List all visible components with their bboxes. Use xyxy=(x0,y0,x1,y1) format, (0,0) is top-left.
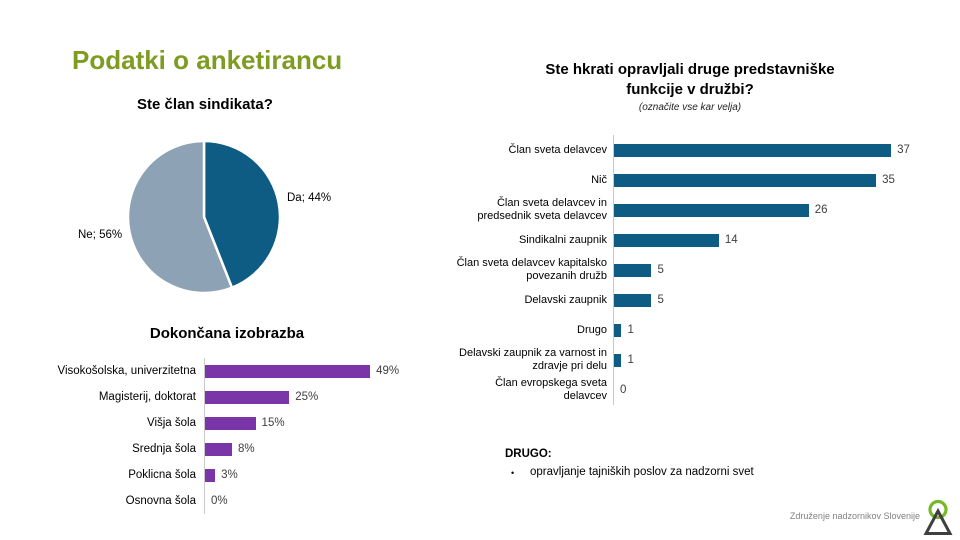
bar-category-label: Magisterij, doktorat xyxy=(98,390,196,403)
bar-value-label: 0 xyxy=(620,384,627,396)
bar-track: 0 xyxy=(613,375,925,405)
bar-category-label: Sindikalni zaupnik xyxy=(518,233,607,246)
bar-row: Član evropskega sveta delavcev 0 xyxy=(455,375,925,405)
bar-category-label: Član sveta delavcev xyxy=(508,143,607,156)
bar-category-label: Delavski zaupnik za varnost in zdravje p… xyxy=(459,347,607,372)
bar-track: 3% xyxy=(204,462,412,488)
pie-chart-title: Ste član sindikata? xyxy=(137,96,273,113)
bar-row: Visokošolska, univerzitetna 49% xyxy=(42,358,412,384)
bar-track: 37 xyxy=(613,135,925,165)
bar xyxy=(205,364,371,378)
bullet-icon: • xyxy=(511,468,515,478)
bar-category-label: Visokošolska, univerzitetna xyxy=(57,364,197,377)
bar xyxy=(205,442,232,456)
bar-category-label: Osnovna šola xyxy=(125,494,196,507)
bar-track: 5 xyxy=(613,285,925,315)
bar-category-label: Srednja šola xyxy=(132,442,196,455)
pie-data-label-ne: Ne; 56% xyxy=(78,229,123,241)
drugo-heading: DRUGO: xyxy=(505,448,552,460)
bar-value-label: 14 xyxy=(724,234,738,246)
page-title: Podatki o anketirancu xyxy=(72,45,343,76)
bar-track: 35 xyxy=(613,165,925,195)
bar xyxy=(205,416,256,430)
drugo-bullet-text: opravljanje tajniških poslov za nadzorni… xyxy=(530,466,754,478)
bar-track: 1 xyxy=(613,345,925,375)
bar-track: 5 xyxy=(613,255,925,285)
bar-category-label: Član sveta delavcev kapitalsko povezanih… xyxy=(456,257,607,282)
bar-row: Delavski zaupnik 5 xyxy=(455,285,925,315)
bar-value-label: 35 xyxy=(882,174,895,186)
bar xyxy=(614,323,622,337)
bar xyxy=(614,173,877,187)
pie-data-label-da: Da; 44% xyxy=(287,192,332,204)
bar-row: Član sveta delavcev 37 xyxy=(455,135,925,165)
bar-category-label: Delavski zaupnik xyxy=(524,293,607,306)
drugo-bullet-item: • opravljanje tajniških poslov za nadzor… xyxy=(511,466,754,481)
bar-value-label: 5 xyxy=(657,294,664,306)
bar-track: 8% xyxy=(204,436,412,462)
education-chart-title: Dokončana izobrazba xyxy=(149,325,305,342)
bar-track: 1 xyxy=(613,315,925,345)
bar xyxy=(614,263,652,277)
functions-chart-title-line1: Ste hkrati opravljali druge predstavnišk… xyxy=(545,61,835,78)
bar xyxy=(614,293,652,307)
zns-logo-icon xyxy=(923,499,953,535)
bar-value-label: 8% xyxy=(237,443,255,455)
bar-row: Osnovna šola 0% xyxy=(42,488,412,514)
bar-track: 0% xyxy=(204,488,412,514)
pie-slice-da xyxy=(202,139,282,289)
education-bar-chart: Visokošolska, univerzitetna 49% Magisterij… xyxy=(42,358,412,514)
functions-chart-title-line2: funkcije v družbi? xyxy=(626,80,754,98)
bar-value-label: 1 xyxy=(627,324,634,336)
bar xyxy=(614,203,809,217)
bar-category-label: Nič xyxy=(591,173,607,186)
bar-category-label: Član sveta delavcev in predsednik sveta … xyxy=(477,197,607,222)
functions-bar-chart: Član sveta delavcev 37 Nič 35 Član sveta del… xyxy=(455,135,925,405)
functions-chart-subtitle: (označite vse kar velja) xyxy=(638,102,742,113)
bar-row: Član sveta delavcev in predsednik sveta … xyxy=(455,195,925,225)
bar-row: Višja šola 15% xyxy=(42,410,412,436)
bar-row: Delavski zaupnik za varnost in zdravje p… xyxy=(455,345,925,375)
bar-value-label: 37 xyxy=(897,144,910,156)
bar-value-label: 1 xyxy=(627,354,634,366)
bar-category-label: Višja šola xyxy=(146,416,196,429)
functions-chart-title: Ste hkrati opravljali druge predstavnišk… xyxy=(455,60,925,99)
bar-value-label: 26 xyxy=(814,204,828,216)
bar xyxy=(205,468,216,482)
bar-row: Nič 35 xyxy=(455,165,925,195)
bar-row: Srednja šola 8% xyxy=(42,436,412,462)
bar-row: Član sveta delavcev kapitalsko povezanih… xyxy=(455,255,925,285)
bar-value-label: 3% xyxy=(221,469,238,481)
footer-organization-name: Združenje nadzornikov Slovenije xyxy=(789,511,920,521)
bar-row: Drugo 1 xyxy=(455,315,925,345)
bar-category-label: Poklicna šola xyxy=(128,468,196,481)
bar-value-label: 49% xyxy=(376,365,400,377)
bar-track: 25% xyxy=(204,384,412,410)
bar-track: 49% xyxy=(204,358,412,384)
bar-row: Magisterij, doktorat 25% xyxy=(42,384,412,410)
bar-track: 26 xyxy=(613,195,925,225)
pie-slice-ne xyxy=(126,139,234,295)
pie-chart xyxy=(126,139,282,295)
bar xyxy=(205,390,290,404)
bar-value-label: 0% xyxy=(211,495,228,507)
bar-category-label: Član evropskega sveta delavcev xyxy=(495,377,607,402)
bar-value-label: 5 xyxy=(657,264,664,276)
bar-row: Poklicna šola 3% xyxy=(42,462,412,488)
bar xyxy=(614,233,719,247)
bar-row: Sindikalni zaupnik 14 xyxy=(455,225,925,255)
bar-track: 15% xyxy=(204,410,412,436)
bar-value-label: 25% xyxy=(295,391,319,403)
bar-track: 14 xyxy=(613,225,925,255)
bar-category-label: Drugo xyxy=(577,323,607,336)
bar xyxy=(614,143,892,157)
bar-value-label: 15% xyxy=(261,417,285,429)
bar xyxy=(614,353,622,367)
